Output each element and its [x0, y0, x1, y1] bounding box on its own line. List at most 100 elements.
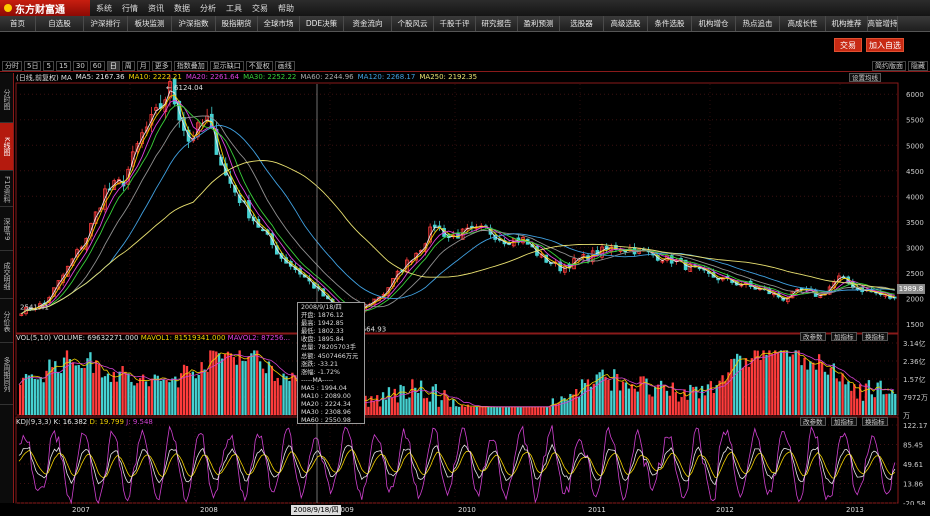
- volume-bar: [768, 350, 771, 415]
- sidebar-tab[interactable]: 分时图: [0, 77, 13, 123]
- ma-settings-button[interactable]: 设置均线: [849, 73, 881, 82]
- sidebar-tab[interactable]: F10资料: [0, 173, 13, 207]
- volume-bar: [36, 379, 39, 415]
- kline-chart[interactable]: 6000 5500 5000 4500 4000 3500 3000 2500 2000 1500…: [0, 73, 930, 505]
- menu-item[interactable]: 交易: [252, 3, 268, 13]
- volume-bar: [153, 374, 156, 415]
- volume-bar: [150, 378, 154, 415]
- kdj-add-button[interactable]: 加指标: [831, 417, 857, 426]
- period-button[interactable]: 日: [106, 60, 120, 71]
- trade-button[interactable]: 交易: [834, 38, 862, 52]
- volume-bar: [598, 372, 601, 415]
- period-button[interactable]: 不复权: [245, 60, 273, 71]
- volume-bar: [367, 406, 370, 415]
- volume-bar: [59, 373, 63, 415]
- volume-bar: [718, 380, 721, 415]
- period-button[interactable]: 30: [72, 60, 88, 71]
- volume-bar: [525, 406, 528, 415]
- tooltip-row: 总额: 4507466万元: [301, 352, 359, 360]
- add-watchlist-button[interactable]: 加入自选: [866, 38, 904, 52]
- title-bar: 东方财富通 系统 行情 资讯 数据 分析 工具 交易 帮助: [0, 0, 930, 16]
- nav-item[interactable]: 自选股: [36, 16, 84, 31]
- sidebar-tab[interactable]: 成交明细: [0, 253, 13, 299]
- nav-item[interactable]: 沪深排行: [84, 16, 128, 31]
- nav-item[interactable]: 板块监测: [128, 16, 172, 31]
- volume-bar: [665, 390, 669, 415]
- period-button[interactable]: 5: [43, 60, 54, 71]
- period-button[interactable]: 月: [136, 60, 150, 71]
- period-button[interactable]: 画线: [274, 60, 295, 71]
- menu-item[interactable]: 数据: [174, 3, 190, 13]
- volume-bar: [411, 379, 414, 415]
- nav-item[interactable]: 首页: [0, 16, 36, 31]
- nav-item[interactable]: DDE决策: [300, 16, 344, 31]
- mavol1-value: MAVOL1: 81519341.000: [140, 334, 226, 342]
- sidebar-tab[interactable]: 深度F9: [0, 209, 13, 251]
- layout-button[interactable]: 简约版面: [872, 61, 906, 71]
- period-button[interactable]: 15: [55, 60, 71, 71]
- volume-bar: [545, 406, 549, 415]
- current-price-badge: 1989.8: [897, 284, 925, 294]
- nav-item[interactable]: 股指期货: [216, 16, 258, 31]
- nav-item[interactable]: 条件选股: [648, 16, 692, 31]
- layout-button[interactable]: 隐藏: [908, 61, 928, 71]
- volume-bar: [528, 406, 531, 415]
- menu-item[interactable]: 帮助: [278, 3, 294, 13]
- nav-item[interactable]: 个股风云: [392, 16, 434, 31]
- vol-params-button[interactable]: 改参数: [800, 332, 826, 341]
- sidebar-tab[interactable]: K线图: [0, 123, 13, 171]
- nav-item[interactable]: 机构增仓: [692, 16, 736, 31]
- menu-item[interactable]: 工具: [226, 3, 242, 13]
- nav-item[interactable]: 全球市场: [258, 16, 300, 31]
- menu-item[interactable]: 分析: [200, 3, 216, 13]
- nav-item[interactable]: 高级选股: [604, 16, 648, 31]
- sidebar-tab[interactable]: 多周期同列: [0, 345, 13, 405]
- volume-bar: [437, 406, 440, 415]
- candle-body: [172, 78, 177, 105]
- vol-add-indicator-button[interactable]: 加指标: [831, 332, 857, 341]
- menu-item[interactable]: 资讯: [148, 3, 164, 13]
- volume-bar: [472, 406, 475, 415]
- volume-bar: [215, 351, 218, 415]
- nav-item[interactable]: 热点追击: [736, 16, 780, 31]
- period-button[interactable]: 显示缺口: [209, 60, 244, 71]
- menu-item[interactable]: 行情: [122, 3, 138, 13]
- tooltip-row: MA10 : 2089.00: [301, 393, 351, 401]
- period-button[interactable]: 5日: [24, 60, 42, 71]
- kdj-params-button[interactable]: 改参数: [800, 417, 826, 426]
- volume-bar: [738, 355, 742, 415]
- volume-bar: [414, 387, 417, 415]
- period-button[interactable]: 60: [89, 60, 105, 71]
- nav-item[interactable]: 高成长性: [780, 16, 826, 31]
- nav-item[interactable]: 盈利预测: [518, 16, 560, 31]
- kdj-axis-label: 85.45: [903, 442, 923, 450]
- volume-bar: [182, 364, 186, 415]
- candle-tooltip: 2008/9/18/四 开盘: 1876.12 最高: 1942.85 最低: 180…: [297, 302, 365, 424]
- volume-bar: [65, 350, 69, 415]
- period-button[interactable]: 周: [121, 60, 135, 71]
- nav-item[interactable]: 高管增持: [868, 16, 898, 31]
- period-button[interactable]: 更多: [151, 60, 172, 71]
- volume-bar: [42, 382, 45, 415]
- volume-bar: [103, 376, 107, 415]
- volume-bar: [253, 350, 256, 415]
- nav-item[interactable]: 研究报告: [476, 16, 518, 31]
- nav-item[interactable]: 机构推荐: [826, 16, 868, 31]
- period-button[interactable]: 分时: [2, 60, 22, 71]
- volume-bar: [537, 406, 540, 415]
- menu-item[interactable]: 系统: [96, 3, 112, 13]
- kdj-switch-button[interactable]: 换指标: [862, 417, 888, 426]
- nav-item[interactable]: 选股器: [560, 16, 604, 31]
- nav-item[interactable]: 沪深指数: [172, 16, 216, 31]
- volume-bar: [54, 361, 57, 415]
- period-button[interactable]: 指数叠加: [173, 60, 208, 71]
- sidebar-tab[interactable]: 分价表: [0, 301, 13, 343]
- vol-legend: VOL(5,10) VOLUME: 69632271.000 MAVOL1: 8…: [16, 334, 290, 342]
- volume-bar: [762, 350, 765, 415]
- nav-item[interactable]: 千股千评: [434, 16, 476, 31]
- kdj-axis-label: 122.17: [903, 422, 928, 430]
- vol-switch-button[interactable]: 换指标: [862, 332, 888, 341]
- nav-item[interactable]: 资金流向: [344, 16, 392, 31]
- volume-bar: [624, 382, 628, 415]
- volume-bar: [247, 356, 250, 415]
